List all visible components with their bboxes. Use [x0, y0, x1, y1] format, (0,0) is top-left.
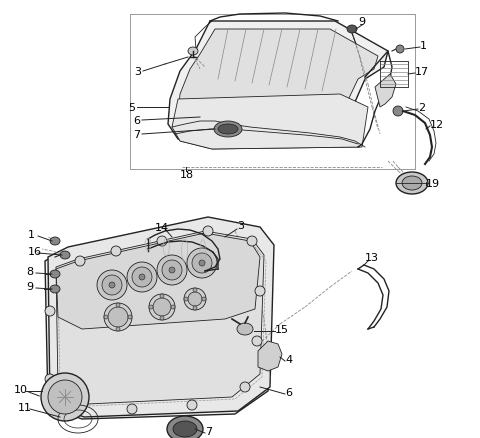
Circle shape	[202, 297, 206, 301]
Ellipse shape	[60, 251, 70, 259]
Circle shape	[184, 288, 206, 310]
Text: 8: 8	[26, 266, 33, 276]
Polygon shape	[178, 108, 365, 150]
Circle shape	[157, 255, 187, 285]
Circle shape	[203, 226, 213, 237]
Ellipse shape	[218, 125, 238, 135]
Circle shape	[160, 316, 164, 320]
Circle shape	[184, 297, 188, 301]
Text: 6: 6	[133, 116, 140, 126]
Text: 4: 4	[285, 354, 292, 364]
Ellipse shape	[173, 421, 197, 437]
Ellipse shape	[347, 26, 357, 34]
Circle shape	[127, 262, 157, 292]
Circle shape	[102, 276, 122, 295]
Circle shape	[149, 305, 153, 309]
Circle shape	[240, 382, 250, 392]
Circle shape	[48, 380, 82, 414]
Text: 14: 14	[155, 223, 169, 233]
Ellipse shape	[393, 107, 403, 117]
Circle shape	[199, 261, 205, 266]
Circle shape	[111, 247, 121, 256]
Text: 3: 3	[237, 220, 244, 230]
Ellipse shape	[402, 177, 422, 191]
Circle shape	[187, 248, 217, 279]
Circle shape	[162, 261, 182, 280]
Ellipse shape	[396, 173, 428, 194]
Circle shape	[171, 305, 175, 309]
Ellipse shape	[50, 237, 60, 245]
Circle shape	[192, 254, 212, 273]
Circle shape	[188, 292, 202, 306]
Polygon shape	[48, 218, 274, 417]
Ellipse shape	[50, 270, 60, 279]
Circle shape	[75, 256, 85, 266]
Circle shape	[97, 270, 127, 300]
Circle shape	[70, 404, 80, 414]
Circle shape	[45, 374, 55, 384]
Circle shape	[252, 336, 262, 346]
Circle shape	[149, 294, 175, 320]
Circle shape	[45, 306, 55, 316]
Circle shape	[108, 307, 128, 327]
Circle shape	[127, 404, 137, 414]
Circle shape	[116, 327, 120, 331]
Text: 5: 5	[128, 103, 135, 113]
Text: 13: 13	[365, 252, 379, 262]
Text: 16: 16	[28, 247, 42, 256]
Circle shape	[255, 286, 265, 297]
Text: 9: 9	[26, 281, 33, 291]
Ellipse shape	[167, 416, 203, 438]
Circle shape	[193, 288, 197, 292]
Text: 18: 18	[180, 170, 194, 180]
Text: 10: 10	[14, 384, 28, 394]
Circle shape	[104, 303, 132, 331]
Polygon shape	[45, 222, 272, 419]
Ellipse shape	[396, 46, 404, 54]
Text: 3: 3	[134, 67, 141, 77]
Circle shape	[157, 237, 167, 247]
Text: 1: 1	[28, 230, 35, 240]
Polygon shape	[56, 231, 264, 404]
Text: 17: 17	[415, 67, 429, 77]
Polygon shape	[172, 95, 368, 150]
Ellipse shape	[50, 285, 60, 293]
Text: 7: 7	[205, 426, 212, 436]
Text: 19: 19	[426, 179, 440, 189]
Polygon shape	[178, 30, 378, 138]
Circle shape	[128, 315, 132, 319]
Text: 11: 11	[18, 402, 32, 412]
Ellipse shape	[237, 323, 253, 335]
Circle shape	[116, 303, 120, 307]
Text: 12: 12	[430, 120, 444, 130]
Text: 9: 9	[358, 17, 365, 27]
Circle shape	[160, 294, 164, 298]
Circle shape	[109, 283, 115, 288]
Circle shape	[247, 237, 257, 247]
Circle shape	[193, 306, 197, 310]
Ellipse shape	[188, 48, 198, 56]
Polygon shape	[56, 233, 260, 329]
Circle shape	[104, 315, 108, 319]
Circle shape	[132, 267, 152, 287]
Polygon shape	[375, 75, 396, 108]
Polygon shape	[258, 341, 282, 371]
Text: 6: 6	[285, 387, 292, 397]
Circle shape	[153, 298, 171, 316]
Text: 15: 15	[275, 324, 289, 334]
Circle shape	[187, 400, 197, 410]
Text: 1: 1	[420, 41, 427, 51]
Text: 7: 7	[133, 130, 140, 140]
Circle shape	[169, 267, 175, 273]
Ellipse shape	[214, 122, 242, 138]
Polygon shape	[168, 22, 388, 148]
Circle shape	[139, 274, 145, 280]
Circle shape	[41, 373, 89, 421]
Text: 2: 2	[418, 103, 425, 113]
